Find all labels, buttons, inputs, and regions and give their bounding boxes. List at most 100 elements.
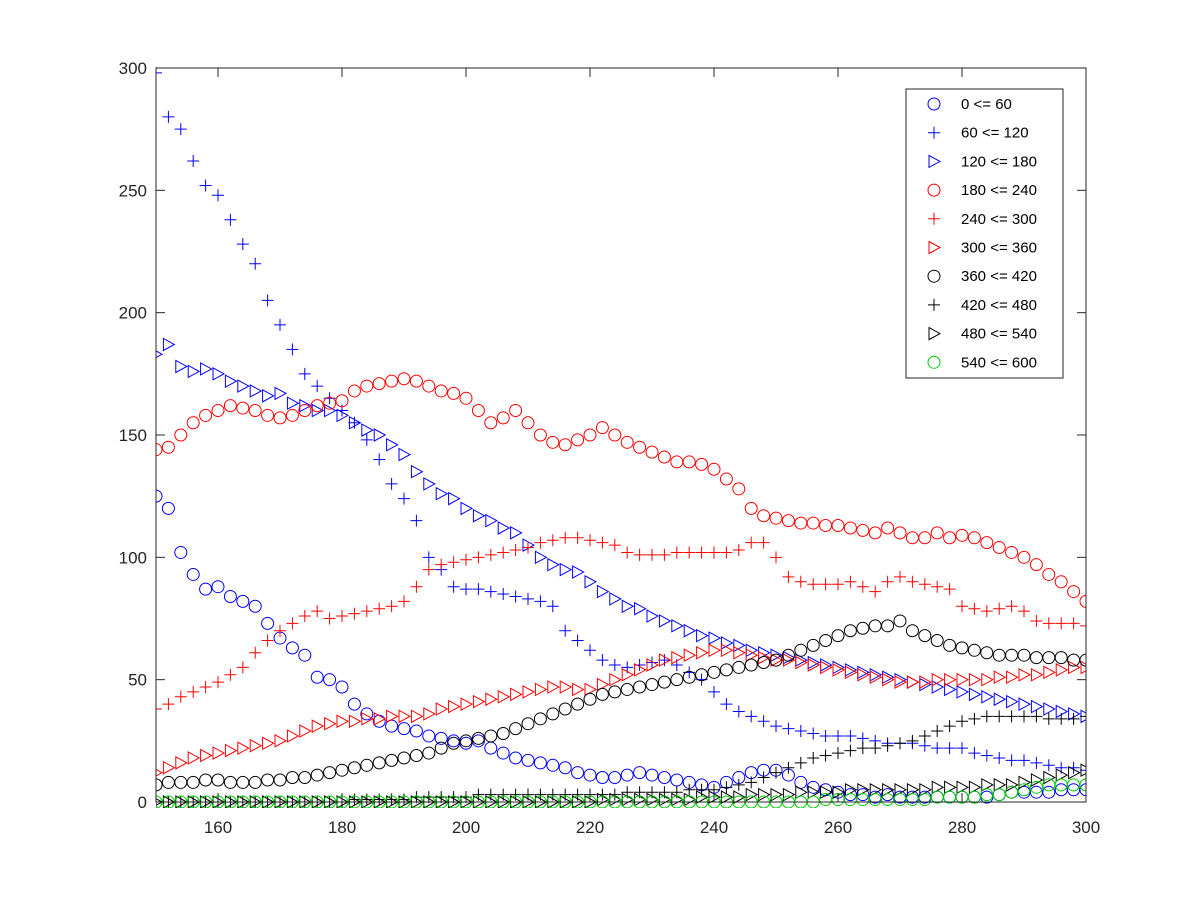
series-3-point	[1018, 697, 1032, 711]
series-5-point	[236, 661, 249, 674]
series-3-point	[621, 599, 635, 614]
series-8-point	[993, 710, 1006, 723]
series-1-point	[360, 707, 374, 721]
series-5-point	[323, 612, 336, 625]
series-6-point	[844, 665, 858, 680]
series-3-point	[683, 623, 697, 638]
series-4-point	[992, 541, 1006, 555]
series-5-point	[1005, 600, 1018, 613]
series-2-point	[156, 66, 162, 79]
series-5	[156, 531, 1086, 716]
x-tick-label: 220	[576, 818, 604, 837]
series-3-point	[584, 574, 598, 589]
series-6-point	[522, 685, 536, 699]
series-9-point	[696, 790, 709, 804]
series-1-point	[397, 722, 411, 736]
series-6-point	[596, 677, 610, 692]
series-7-point	[608, 685, 622, 699]
series-4-point	[310, 399, 324, 413]
series-6-point	[336, 714, 350, 729]
series-3-point	[981, 689, 994, 704]
series-5-point	[1067, 617, 1080, 630]
series-2-point	[782, 722, 795, 735]
series-1-point	[199, 582, 213, 596]
series-4-point	[633, 440, 647, 454]
series-2-point	[199, 179, 212, 192]
series-7-point	[893, 614, 907, 628]
series-5-point	[559, 531, 572, 544]
y-tick-label: 250	[119, 181, 147, 200]
series-5-point	[156, 703, 162, 716]
series-10-point	[1005, 785, 1019, 799]
series-3-point	[472, 508, 486, 523]
series-5-point	[373, 602, 386, 615]
legend-marker	[927, 355, 941, 369]
series-7-point	[719, 663, 733, 677]
series-6-point	[634, 663, 647, 677]
series-5-point	[745, 536, 758, 549]
series-4-point	[719, 472, 733, 486]
series-5-point	[770, 551, 782, 564]
series-1-point	[1042, 785, 1056, 799]
series-5-point	[906, 575, 919, 588]
y-tick-label: 150	[119, 426, 147, 445]
series-7-point	[670, 673, 684, 687]
series-3-point	[336, 408, 350, 423]
series-2-point	[534, 595, 547, 608]
series-8-point	[770, 766, 782, 779]
series-5-point	[695, 546, 708, 559]
series-5-point	[336, 610, 348, 623]
series-9-point	[844, 782, 858, 797]
series-4-point	[571, 433, 585, 447]
series-1-point	[211, 580, 225, 594]
series-3-point	[1030, 699, 1044, 714]
series-2-point	[559, 624, 572, 637]
series-3-point	[658, 614, 672, 628]
series-7-point	[695, 668, 709, 682]
series-9-point	[1055, 768, 1069, 782]
series-2-point	[447, 580, 460, 593]
series-8-point	[757, 771, 770, 784]
series-2-point	[1018, 754, 1030, 767]
series-1-point	[434, 731, 448, 745]
series-10-point	[992, 788, 1006, 802]
series-7-point	[186, 775, 200, 789]
series-2-point	[373, 453, 386, 466]
series-3-point	[361, 423, 374, 437]
legend-item: 0 <= 60	[927, 96, 1012, 113]
series-6-point	[708, 643, 722, 658]
series-3-point	[398, 447, 412, 462]
series-4-point	[893, 526, 907, 540]
series-2-point	[608, 658, 621, 671]
series-1-point	[323, 673, 337, 687]
series-9-point	[956, 780, 970, 795]
series-7-point	[657, 675, 671, 689]
series-2-point	[956, 742, 968, 755]
series-9-point	[993, 778, 1007, 792]
legend-item: 540 <= 600	[927, 354, 1037, 371]
series-3-point	[212, 366, 226, 381]
legend-marker	[928, 154, 942, 169]
series-3-point	[274, 386, 288, 401]
series-5-point	[968, 602, 981, 615]
series-2-point	[732, 705, 745, 718]
series-4-point	[881, 521, 895, 535]
series-2-point	[968, 747, 981, 760]
series-8-point	[1055, 712, 1068, 725]
series-5-point	[993, 602, 1006, 615]
series-3-point	[993, 692, 1007, 707]
series-7-point	[521, 717, 535, 731]
series-5-point	[658, 548, 671, 561]
series-2-point	[298, 367, 311, 380]
series-6-point	[212, 746, 226, 760]
series-8-point	[931, 725, 944, 738]
series-5-point	[720, 546, 733, 559]
series-3-point	[534, 550, 548, 565]
series-9-point	[1043, 770, 1056, 785]
series-6-point	[348, 714, 362, 729]
series-8-point	[1005, 710, 1018, 723]
series-7-point	[633, 680, 647, 694]
series-1-point	[881, 788, 895, 802]
series-4-point	[1017, 550, 1031, 564]
